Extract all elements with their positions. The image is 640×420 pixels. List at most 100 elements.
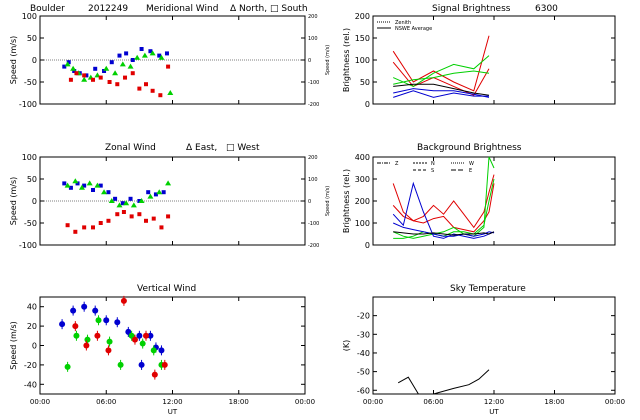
vertical-ytick-label: -20 xyxy=(24,361,37,370)
sky-title: Sky Temperature xyxy=(450,284,526,294)
meridional-legend-b: □ South xyxy=(270,4,308,14)
sky-xtick-label: 18:00 xyxy=(544,398,564,406)
zonal-point xyxy=(106,218,111,223)
vertical-plot: -40 -20 0 20 40 00:00 06:00 12:00 18:00 00:00 UT Sp… xyxy=(9,295,315,416)
vertical-ytick-label: 40 xyxy=(27,303,37,312)
sky-plot: -60 -50 -40 -30 -20 00:00 06:00 12:00 18:00 00:00… xyxy=(342,296,625,416)
zonal-point xyxy=(146,190,151,195)
meridional-point xyxy=(130,71,135,76)
meridional-point xyxy=(98,75,103,80)
background-series-line xyxy=(392,183,495,233)
background-series-line xyxy=(392,174,495,229)
signal-ytick-label: 50 xyxy=(360,78,370,87)
meridional-point xyxy=(82,73,87,78)
background-ytick-label: 200 xyxy=(355,197,370,206)
zonal-y2tick-label: -200 xyxy=(308,243,319,249)
sky-xtick-label: 12:00 xyxy=(484,398,504,406)
zonal-point xyxy=(137,199,142,203)
background-series-line xyxy=(393,156,495,239)
background-ytick-label: 0 xyxy=(365,241,370,250)
zonal-point xyxy=(65,223,70,228)
meridional-point xyxy=(141,52,148,58)
meridional-point xyxy=(70,65,77,71)
zonal-title: Zonal Wind xyxy=(105,143,156,153)
signal-ytick-label: 200 xyxy=(355,12,370,21)
zonal-point xyxy=(75,181,80,186)
zonal-point xyxy=(159,225,164,230)
zonal-point xyxy=(116,202,123,208)
zonal-point xyxy=(147,193,154,199)
sky-ytick-label: -30 xyxy=(357,330,370,339)
sky-xtick-label: 06:00 xyxy=(423,398,443,406)
signal-series-line xyxy=(392,61,490,96)
meridional-point xyxy=(115,82,120,87)
background-ytick-label: 300 xyxy=(355,175,370,184)
meridional-point xyxy=(107,80,112,84)
signal-ytick-label: 0 xyxy=(365,100,370,109)
zonal-y2tick-label: -100 xyxy=(308,221,319,227)
zonal-point xyxy=(161,190,166,195)
vertical-ytick-label: 20 xyxy=(27,322,37,331)
signal-series-line xyxy=(392,35,490,92)
meridional-point xyxy=(84,73,89,78)
meridional-point xyxy=(157,53,162,58)
signal-legend-avg: NSWE Average xyxy=(395,26,432,32)
meridional-ytick-label: 50 xyxy=(27,34,37,43)
meridional-point xyxy=(130,58,135,62)
background-legend-label: W xyxy=(469,161,474,167)
meridional-y2tick-label: 200 xyxy=(308,14,318,20)
vertical-title: Vertical Wind xyxy=(137,284,196,294)
signal-ytick-label: 100 xyxy=(355,56,370,65)
meridional-point xyxy=(103,65,110,71)
meridional-point xyxy=(144,82,148,87)
vertical-xlabel: UT xyxy=(168,408,178,416)
background-legend-label: Z xyxy=(395,161,399,167)
zonal-y2tick-label: 100 xyxy=(308,177,318,183)
meridional-point xyxy=(127,63,134,69)
vertical-ylabel: Speed (m/s) xyxy=(9,321,18,370)
zonal-point xyxy=(108,198,115,203)
meridional-point xyxy=(91,77,95,82)
signal-series-line xyxy=(393,88,490,98)
zonal-point xyxy=(156,189,163,195)
sky-xtick-label: 00:00 xyxy=(605,398,625,406)
meridional-point xyxy=(93,66,98,71)
zonal-point xyxy=(137,212,142,217)
zonal-point xyxy=(128,196,133,201)
background-series-line xyxy=(393,178,495,239)
zonal-ytick-label: 50 xyxy=(27,175,37,184)
zonal-ytick-label: -50 xyxy=(24,219,37,228)
meridional-point xyxy=(149,50,156,56)
zonal-ytick-label: -100 xyxy=(19,241,37,250)
zonal-point xyxy=(123,200,130,206)
zonal-point xyxy=(91,188,95,192)
meridional-point xyxy=(158,54,165,60)
meridional-ytick-label: -50 xyxy=(24,78,37,87)
background-legend-label: N xyxy=(431,161,435,167)
zonal-plot: -100 -50 0 50 100 200 100 0 -100 -200 Speed (m/s) S… xyxy=(9,153,331,250)
zonal-point xyxy=(121,210,126,214)
meridional-point xyxy=(139,47,144,51)
meridional-point xyxy=(137,86,142,91)
zonal-point xyxy=(144,218,148,223)
vertical-frame xyxy=(39,296,306,395)
zonal-point xyxy=(72,178,79,184)
background-series-line xyxy=(393,222,495,237)
zonal-y2tick-label: 0 xyxy=(308,199,311,205)
sky-ytick-label: -50 xyxy=(357,368,370,377)
zonal-point xyxy=(98,183,103,188)
sky-series-line xyxy=(397,369,490,395)
sky-ytick-label: -60 xyxy=(357,386,370,395)
zonal-point xyxy=(94,182,101,188)
zonal-point xyxy=(73,229,78,234)
zonal-point xyxy=(130,202,137,208)
zonal-ytick-label: 0 xyxy=(32,197,37,206)
background-legend-label: E xyxy=(469,168,472,174)
zonal-ytick-label: 100 xyxy=(22,153,37,162)
meridional-ytick-label: -100 xyxy=(19,100,37,109)
zonal-point xyxy=(82,183,87,188)
vertical-ytick-label: 0 xyxy=(32,342,37,351)
meridional-point xyxy=(62,64,67,69)
meridional-point xyxy=(119,61,126,67)
